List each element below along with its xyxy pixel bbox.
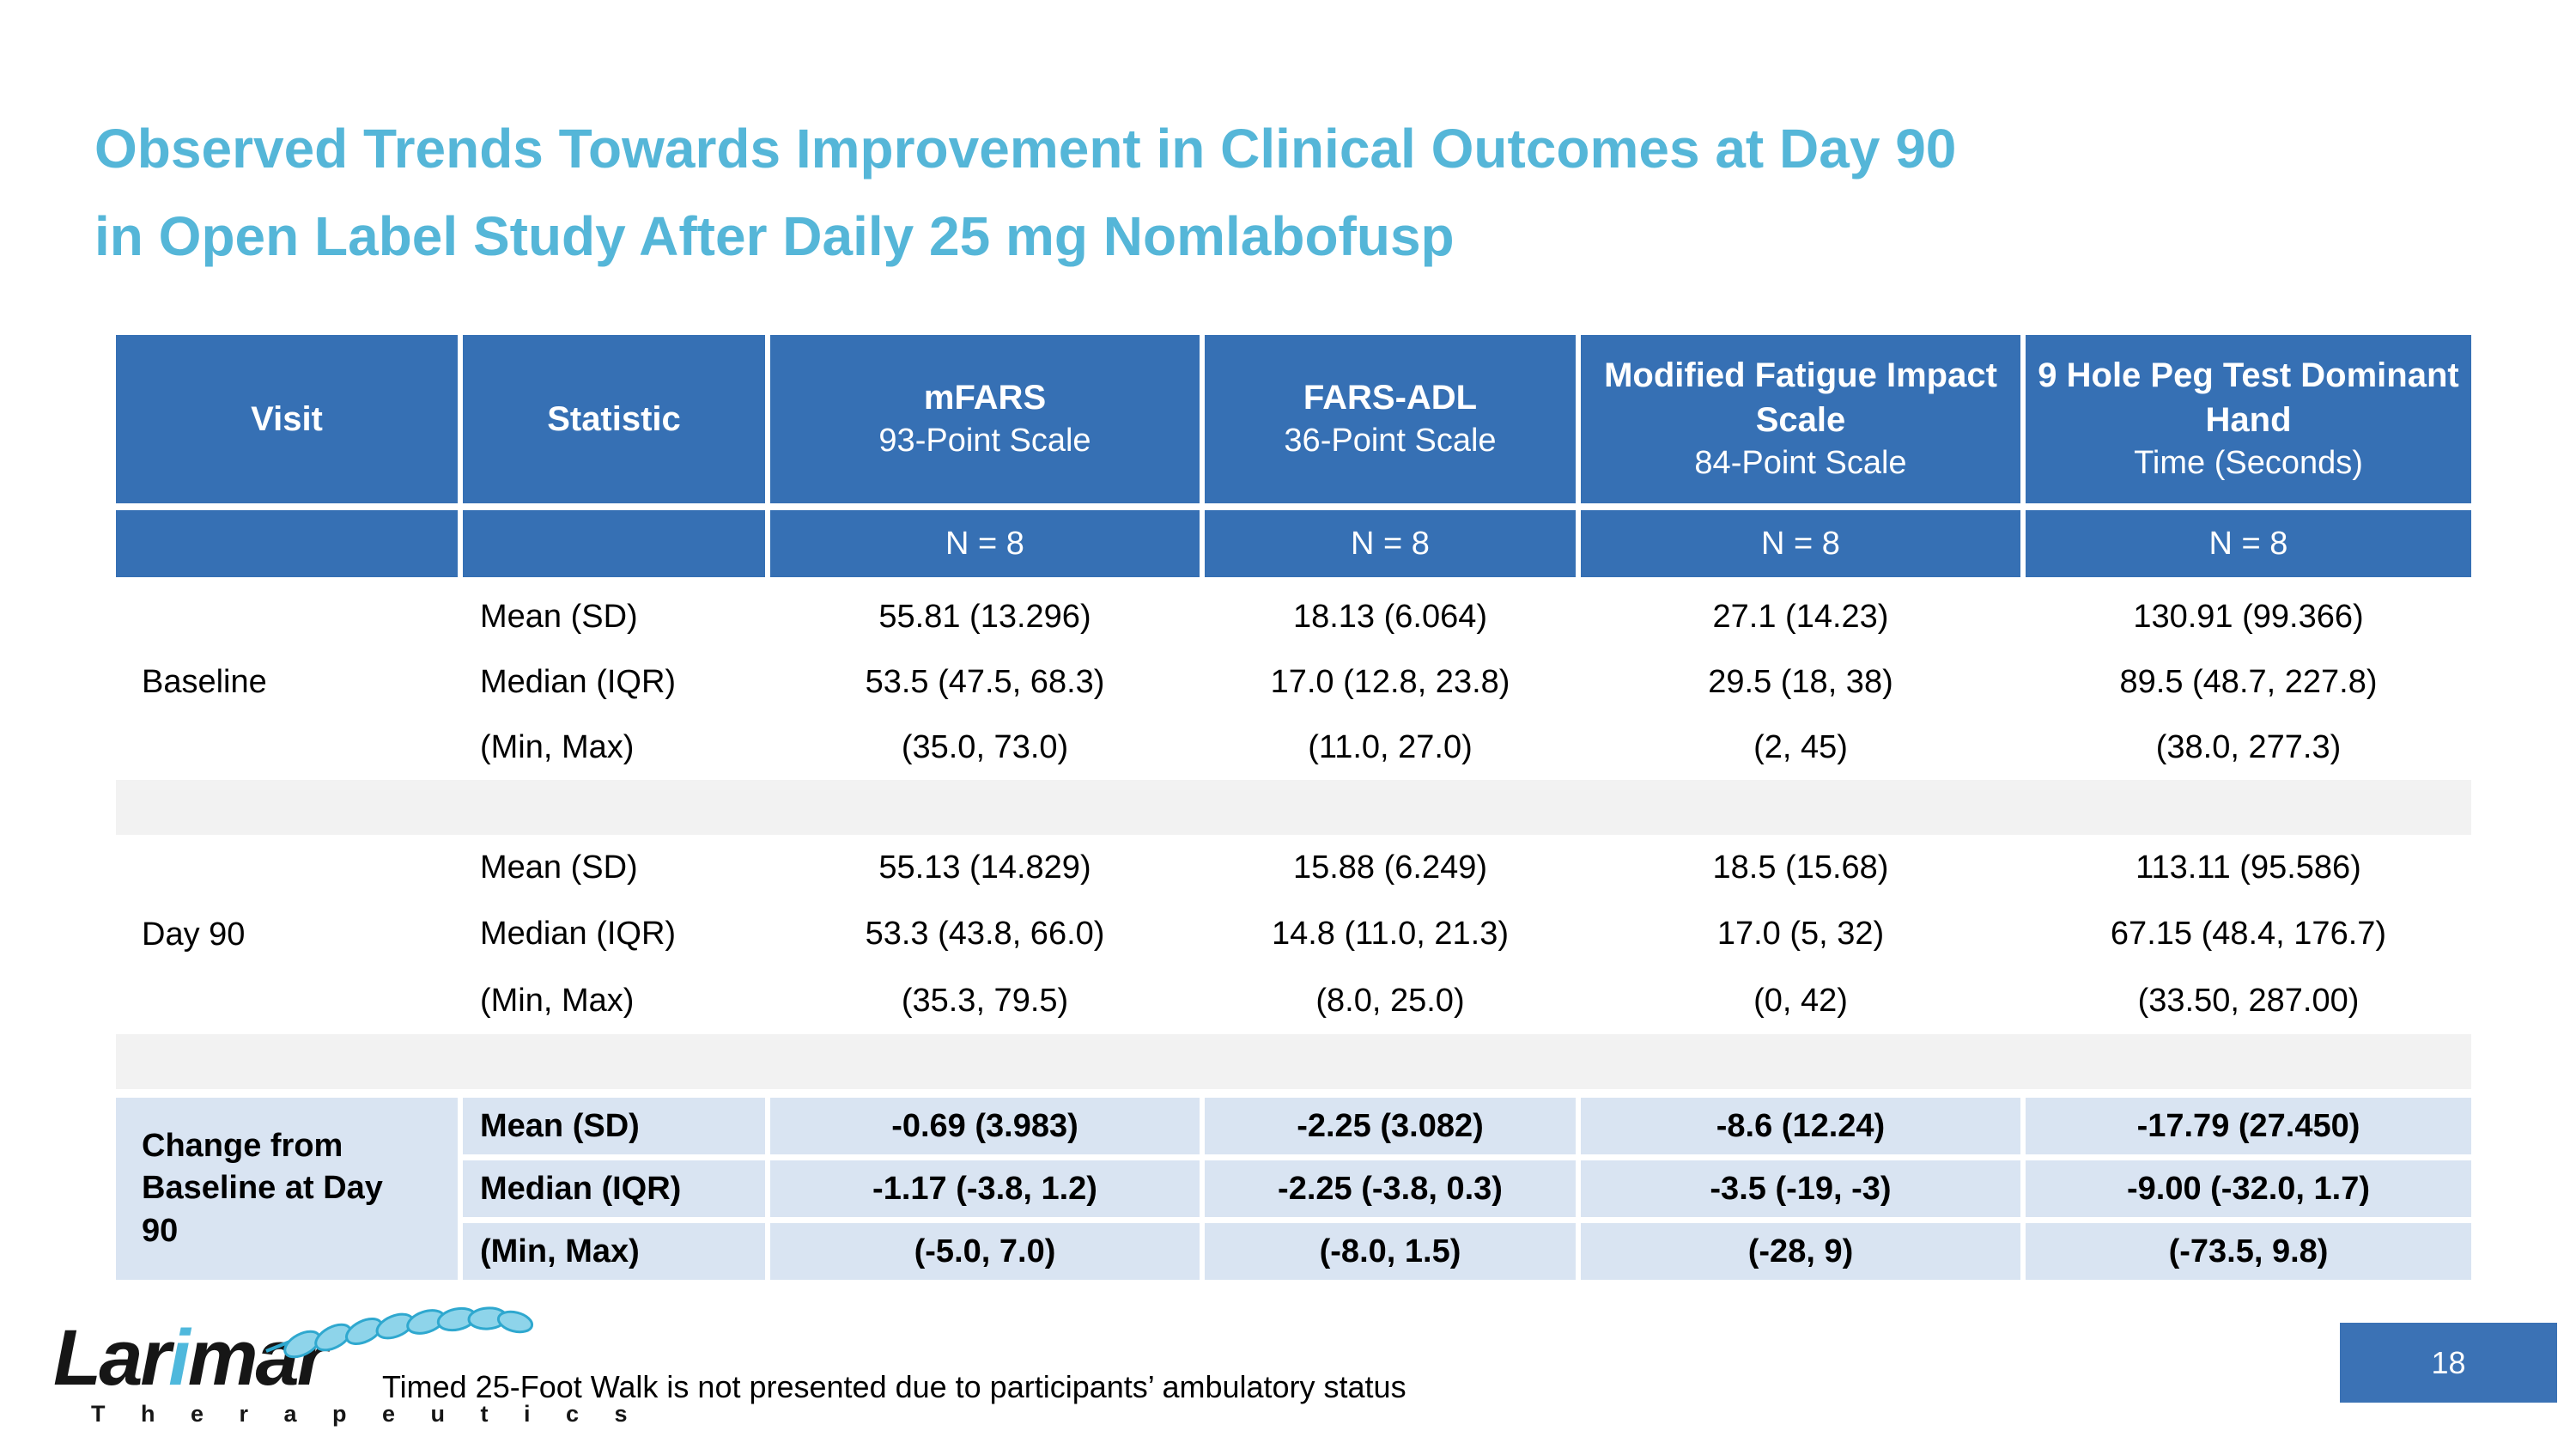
statistic-cell: Mean (SD)	[463, 1098, 765, 1154]
n-cell: N = 8	[1205, 510, 1576, 577]
value-cell: 17.0 (12.8, 23.8)	[1270, 663, 1510, 700]
table-header-row: Visit Statistic mFARS 93-Point Scale FAR…	[116, 335, 2471, 503]
slide-title-line1: Observed Trends Towards Improvement in C…	[94, 118, 1957, 180]
value-cell: 18.5 (15.68)	[1712, 849, 1889, 886]
table-section-change-from-baseline: Change from Baseline at Day 90 Mean (SD)…	[116, 1098, 2471, 1280]
column-sublabel: 36-Point Scale	[1284, 423, 1497, 460]
value-cell: 29.5 (18, 38)	[1708, 663, 1893, 700]
value-cell: 15.88 (6.249)	[1292, 849, 1488, 886]
visit-label: Baseline	[142, 663, 267, 700]
value-cell: 17.0 (5, 32)	[1716, 916, 1885, 953]
column-label: FARS-ADL	[1303, 379, 1478, 417]
value-cell: (35.0, 73.0)	[901, 728, 1069, 765]
value-cell: -1.17 (-3.8, 1.2)	[770, 1160, 1200, 1217]
header-cell-mfars: mFARS 93-Point Scale	[770, 335, 1200, 503]
value-cell: 27.1 (14.23)	[1712, 598, 1889, 635]
value-cell: (-8.0, 1.5)	[1205, 1223, 1576, 1280]
visit-label: Change from Baseline at Day 90	[142, 1127, 383, 1249]
logo-wordmark: Larimar	[53, 1318, 568, 1397]
value-cell: -2.25 (-3.8, 0.3)	[1205, 1160, 1576, 1217]
value-cell: -8.6 (12.24)	[1581, 1098, 2020, 1154]
footnote-text: Timed 25-Foot Walk is not presented due …	[382, 1369, 1406, 1404]
table-spacer-row	[116, 780, 2471, 835]
logo-text-start: Lar	[53, 1314, 171, 1402]
dna-helix-ribbon-icon	[265, 1306, 534, 1359]
table-n-row: N = 8 N = 8 N = 8 N = 8	[116, 510, 2471, 577]
statistic-cell: Median (IQR)	[480, 916, 677, 953]
visit-cell: Day 90	[116, 835, 458, 1034]
statistic-cell: Median (IQR)	[463, 1160, 765, 1217]
column-sublabel: Time (Seconds)	[2134, 445, 2363, 482]
column-label: Statistic	[547, 400, 681, 438]
value-cell: 14.8 (11.0, 21.3)	[1271, 916, 1510, 953]
n-cell-empty	[116, 510, 458, 577]
statistic-cell: (Min, Max)	[463, 1223, 765, 1280]
n-cell: N = 8	[770, 510, 1200, 577]
header-cell-statistic: Statistic	[463, 335, 765, 503]
table-section-baseline: Baseline Mean (SD) 55.81 (13.296) 18.13 …	[116, 584, 2471, 780]
header-cell-visit: Visit	[116, 335, 458, 503]
slide-title-line2: in Open Label Study After Daily 25 mg No…	[94, 205, 1455, 268]
n-cell: N = 8	[1581, 510, 2020, 577]
value-cell: (33.50, 287.00)	[2137, 982, 2360, 1019]
value-cell: 55.13 (14.829)	[878, 849, 1091, 886]
header-cell-mfis: Modified Fatigue Impact Scale 84-Point S…	[1581, 335, 2020, 503]
value-cell: (-28, 9)	[1581, 1223, 2020, 1280]
slide-title: Observed Trends Towards Improvement in C…	[94, 105, 1956, 281]
column-sublabel: 84-Point Scale	[1694, 445, 1907, 482]
statistic-cell: Mean (SD)	[480, 849, 638, 886]
value-cell: (35.3, 79.5)	[901, 982, 1069, 1019]
visit-label: Day 90	[142, 916, 246, 953]
clinical-outcomes-table: Visit Statistic mFARS 93-Point Scale FAR…	[116, 335, 2471, 1280]
value-cell: -2.25 (3.082)	[1205, 1098, 1576, 1154]
value-cell: 67.15 (48.4, 176.7)	[2110, 916, 2387, 953]
column-label: Modified Fatigue Impact Scale	[1604, 356, 1997, 440]
value-cell: (38.0, 277.3)	[2155, 728, 2342, 765]
page-number-box: 18	[2340, 1323, 2557, 1403]
column-label: 9 Hole Peg Test Dominant Hand	[2038, 356, 2459, 440]
value-cell: (0, 42)	[1753, 982, 1848, 1019]
header-cell-9hpt: 9 Hole Peg Test Dominant Hand Time (Seco…	[2026, 335, 2471, 503]
logo-subtitle: T h e r a p e u t i c s	[91, 1401, 642, 1427]
page-number: 18	[2431, 1344, 2466, 1380]
larimar-logo: Larimar T h e r a p e u t i c s	[53, 1306, 642, 1434]
value-cell: 55.81 (13.296)	[878, 598, 1091, 635]
column-sublabel: 93-Point Scale	[878, 423, 1091, 460]
visit-cell: Baseline	[116, 584, 458, 780]
table-spacer-row	[116, 1034, 2471, 1089]
value-cell: -0.69 (3.983)	[770, 1098, 1200, 1154]
value-cell: 130.91 (99.366)	[2133, 598, 2364, 635]
value-cell: 18.13 (6.064)	[1292, 598, 1488, 635]
logo-text-accent: i	[168, 1314, 191, 1402]
column-label: Visit	[251, 400, 323, 438]
column-label: mFARS	[923, 379, 1047, 417]
value-cell: -9.00 (-32.0, 1.7)	[2026, 1160, 2471, 1217]
visit-cell: Change from Baseline at Day 90	[116, 1098, 458, 1280]
table-section-day90: Day 90 Mean (SD) 55.13 (14.829) 15.88 (6…	[116, 835, 2471, 1034]
statistic-cell: (Min, Max)	[480, 982, 635, 1019]
value-cell: (8.0, 25.0)	[1315, 982, 1465, 1019]
value-cell: (-5.0, 7.0)	[770, 1223, 1200, 1280]
statistic-cell: Mean (SD)	[480, 598, 638, 635]
value-cell: 89.5 (48.7, 227.8)	[2119, 663, 2378, 700]
value-cell: -3.5 (-19, -3)	[1581, 1160, 2020, 1217]
value-cell: (2, 45)	[1753, 728, 1848, 765]
value-cell: (-73.5, 9.8)	[2026, 1223, 2471, 1280]
value-cell: 53.5 (47.5, 68.3)	[865, 663, 1105, 700]
statistic-cell: (Min, Max)	[480, 728, 635, 765]
n-cell-empty	[463, 510, 765, 577]
value-cell: 53.3 (43.8, 66.0)	[865, 916, 1105, 953]
n-cell: N = 8	[2026, 510, 2471, 577]
value-cell: (11.0, 27.0)	[1308, 728, 1473, 765]
value-cell: -17.79 (27.450)	[2026, 1098, 2471, 1154]
statistic-cell: Median (IQR)	[480, 663, 677, 700]
value-cell: 113.11 (95.586)	[2136, 849, 2361, 886]
header-cell-fars-adl: FARS-ADL 36-Point Scale	[1205, 335, 1576, 503]
